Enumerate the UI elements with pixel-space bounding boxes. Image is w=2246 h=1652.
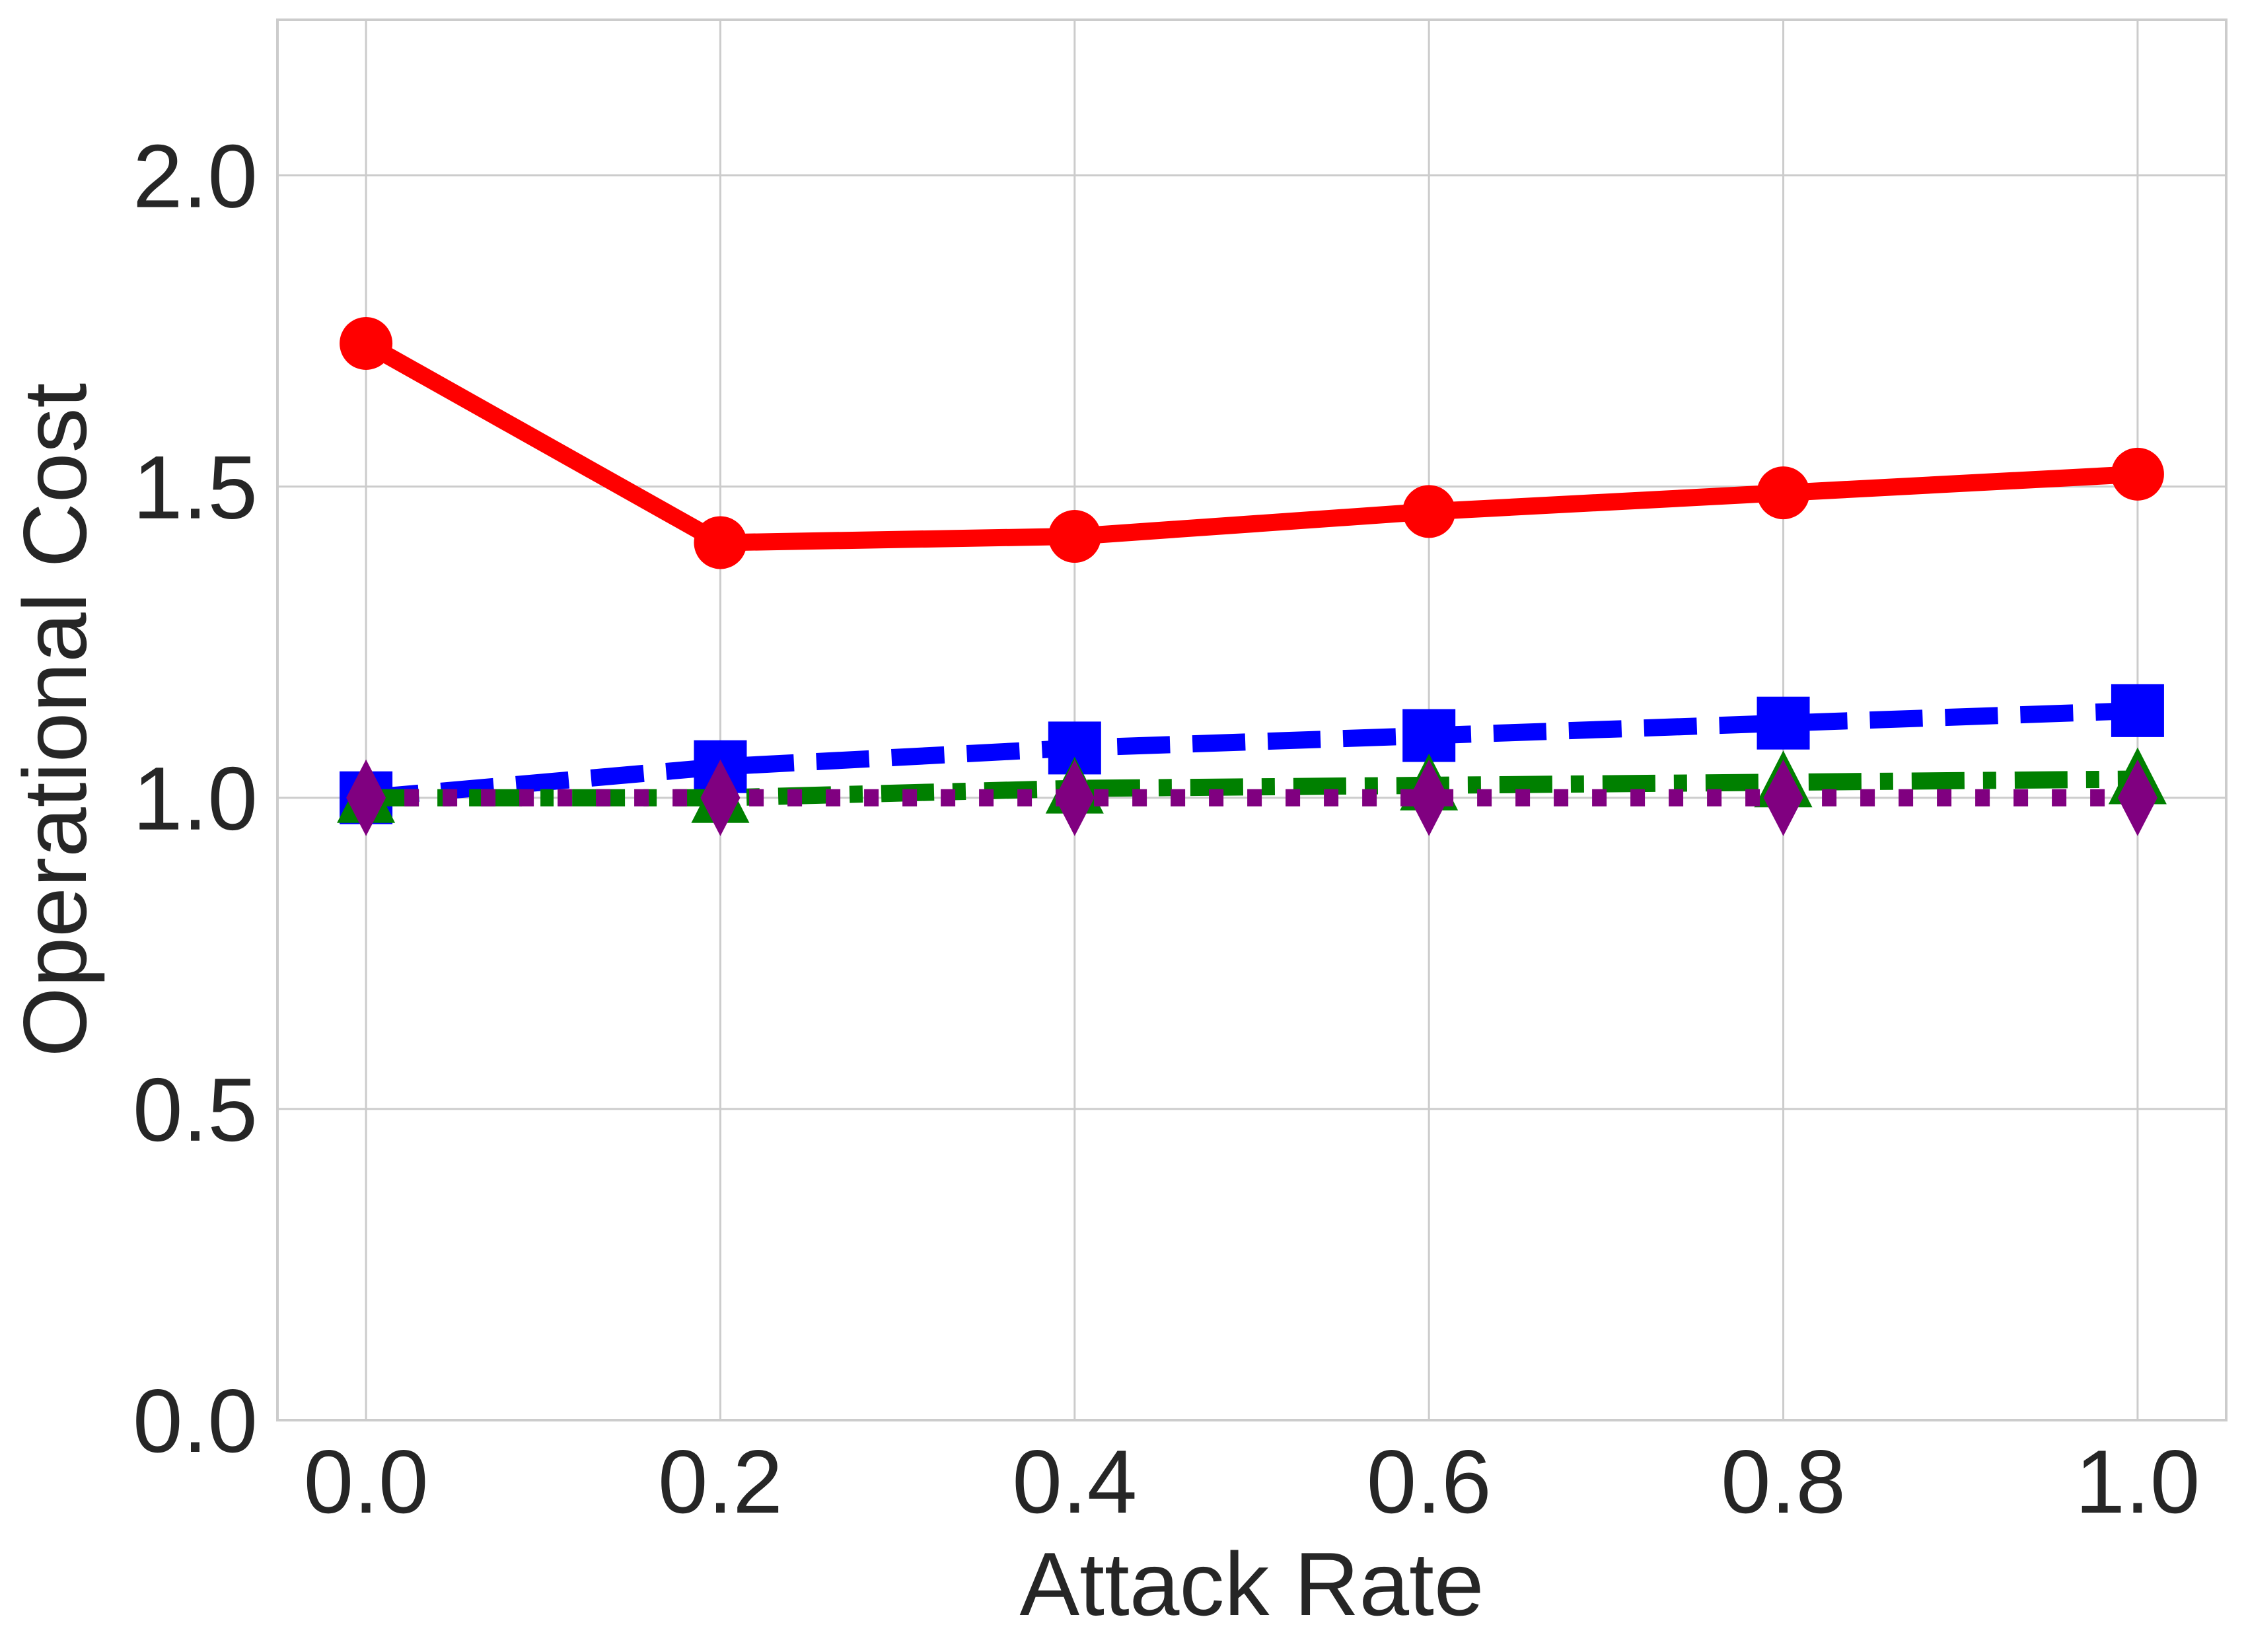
x-tick-label: 0.4 xyxy=(1012,1431,1137,1532)
data-point-circle xyxy=(694,516,747,569)
data-point-circle xyxy=(1757,466,1810,520)
x-axis-label: Attack Rate xyxy=(1020,1534,1484,1634)
y-tick-label: 0.0 xyxy=(133,1371,258,1471)
series-layer xyxy=(337,316,2167,836)
plot-frame xyxy=(276,18,2228,1421)
data-point-circle xyxy=(340,316,393,370)
x-tick-label: 0.0 xyxy=(304,1431,429,1532)
y-tick-label: 0.5 xyxy=(133,1059,258,1160)
x-tick-label: 1.0 xyxy=(2075,1431,2200,1532)
data-point-circle xyxy=(2111,447,2164,501)
data-point-diamond xyxy=(1409,759,1449,836)
data-point-diamond xyxy=(700,759,741,836)
series-line xyxy=(361,336,2138,552)
x-tick-label: 0.2 xyxy=(658,1431,783,1532)
y-tick-label: 1.0 xyxy=(133,748,258,849)
plot-background xyxy=(277,20,2226,1420)
y-axis-label: Operational Cost xyxy=(5,383,105,1058)
series-4 xyxy=(346,759,2157,836)
data-point-square xyxy=(2111,684,2164,737)
data-point-square xyxy=(1402,709,1456,762)
data-point-diamond xyxy=(1763,759,1803,836)
x-tick-label: 0.8 xyxy=(1721,1431,1846,1532)
data-point-diamond xyxy=(346,759,386,836)
y-tick-label: 1.5 xyxy=(133,437,258,538)
series-1 xyxy=(340,316,2164,569)
data-point-diamond xyxy=(1054,759,1095,836)
series-line xyxy=(366,770,2138,807)
data-point-diamond xyxy=(2117,759,2157,836)
x-tick-label: 0.6 xyxy=(1367,1431,1492,1532)
data-point-square xyxy=(1757,696,1810,750)
series-line xyxy=(365,701,2138,807)
data-point-circle xyxy=(1402,485,1456,538)
y-tick-labels: 0.0 0.5 1.0 1.5 2.0 xyxy=(133,126,258,1471)
data-point-circle xyxy=(1048,510,1101,563)
x-tick-labels: 0.0 0.2 0.4 0.6 0.8 1.0 xyxy=(304,1431,2200,1532)
y-tick-label: 2.0 xyxy=(133,126,258,227)
